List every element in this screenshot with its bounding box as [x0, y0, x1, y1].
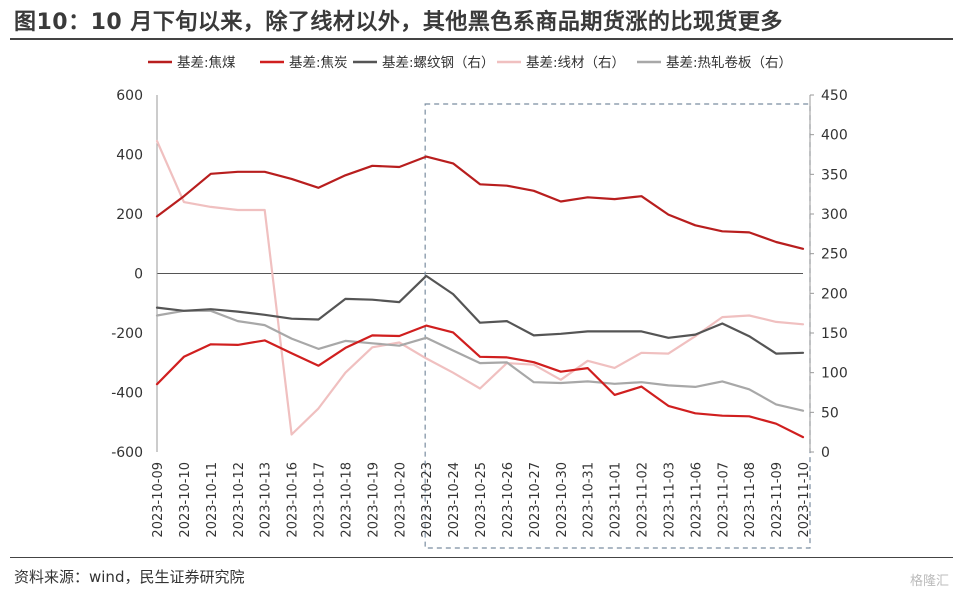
x-tick-label: 2023-10-24 [447, 462, 462, 538]
left-tick-label: -600 [111, 445, 143, 461]
x-tick-label: 2023-10-30 [555, 462, 570, 538]
x-tick-label: 2023-10-11 [205, 462, 220, 538]
x-tick-label: 2023-11-01 [609, 462, 624, 538]
legend-label-1: 基差:焦煤 [177, 54, 236, 71]
x-tick-label: 2023-11-09 [770, 462, 785, 538]
x-tick-label: 2023-11-10 [797, 462, 812, 538]
right-tick-label: 450 [821, 88, 848, 104]
right-tick-label: 150 [821, 326, 848, 342]
x-tick-label: 2023-10-10 [178, 462, 193, 538]
chart-legend: 基差:焦煤 基差:焦炭 基差:螺纹钢（右） 基差:线材（右） 基差:热轧卷板（右） [148, 54, 792, 71]
right-tick-label: 400 [821, 128, 848, 144]
legend-label-2: 基差:焦炭 [289, 54, 348, 71]
x-tick-label: 2023-10-25 [474, 462, 489, 538]
x-tick-label: 2023-11-06 [689, 462, 704, 538]
left-tick-label: -400 [111, 386, 143, 402]
left-tick-label: 600 [116, 88, 143, 104]
axes-group: 600 400 200 0 -200 -400 -600 450 400 350 300 250 200… [111, 88, 848, 538]
series-line-4 [155, 139, 805, 436]
right-tick-label: 200 [821, 286, 848, 302]
series-line-2 [155, 324, 805, 439]
source-note: 资料来源：wind，民生证券研究院 [14, 568, 245, 586]
left-tick-label: 200 [116, 207, 143, 223]
series-group [155, 139, 805, 439]
legend-label-5: 基差:热轧卷板（右） [666, 54, 792, 71]
x-tick-label: 2023-11-07 [716, 462, 731, 538]
x-tick-label: 2023-10-13 [259, 462, 274, 538]
right-tick-label: 350 [821, 167, 848, 183]
right-tick-label: 50 [821, 405, 839, 421]
series-line-3 [155, 274, 805, 355]
right-tick-label: 300 [821, 207, 848, 223]
series-line-5 [155, 309, 805, 412]
footer-rule [10, 557, 953, 558]
figure-title: 图10：10 月下旬以来，除了线材以外，其他黑色系商品期货涨的比现货更多 [14, 10, 783, 35]
x-tick-label: 2023-11-03 [662, 462, 677, 538]
watermark-logo: 格隆汇 [909, 574, 949, 589]
x-tick-label: 2023-10-26 [501, 462, 516, 538]
right-tick-label: 250 [821, 247, 848, 263]
left-tick-label: 400 [116, 148, 143, 164]
x-tick-label: 2023-10-12 [232, 462, 247, 538]
legend-label-4: 基差:线材（右） [526, 54, 625, 71]
title-rule [10, 38, 953, 40]
x-tick-label: 2023-10-23 [420, 462, 435, 538]
right-tick-label: 100 [821, 366, 848, 382]
series-line-1 [155, 155, 805, 250]
x-tick-label: 2023-10-16 [286, 462, 301, 538]
x-tick-label: 2023-11-02 [636, 462, 651, 538]
right-tick-label: 0 [821, 445, 830, 461]
left-tick-label: 0 [134, 267, 143, 283]
x-tick-label: 2023-10-19 [366, 462, 381, 538]
legend-label-3: 基差:螺纹钢（右） [382, 54, 495, 71]
x-tick-label: 2023-10-18 [339, 462, 354, 538]
x-tick-label: 2023-10-27 [528, 462, 543, 538]
x-tick-label: 2023-10-09 [151, 462, 166, 538]
x-tick-label: 2023-11-08 [743, 462, 758, 538]
x-tick-label: 2023-10-31 [582, 462, 597, 538]
x-tick-label: 2023-10-17 [313, 462, 328, 538]
x-tick-label: 2023-10-20 [393, 462, 408, 538]
left-tick-label: -200 [111, 326, 143, 342]
